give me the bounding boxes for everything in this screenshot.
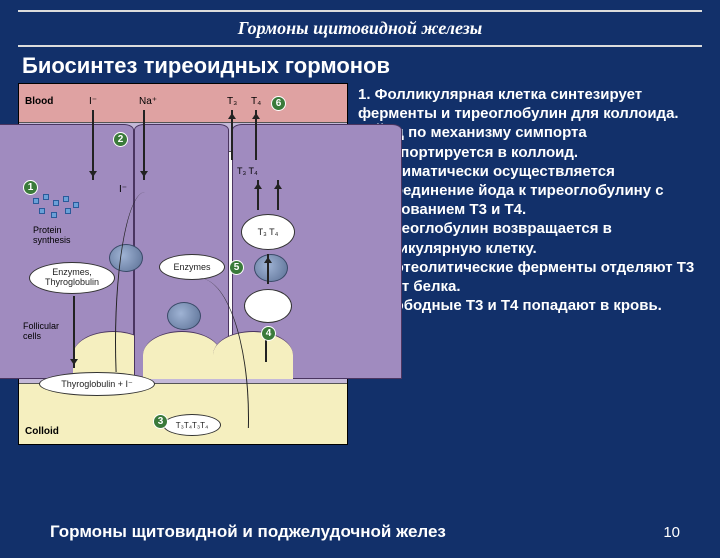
step-6: 6. Свободные Т3 и Т4 попадают в кровь. xyxy=(358,296,702,315)
footer: Гормоны щитовидной и поджелудочной желез… xyxy=(0,522,720,542)
content-row: Blood I⁻ Na⁺ T₃ T₄ I⁻ T₃ T₄ Protein synt… xyxy=(0,83,720,445)
step-2: 2. Йод по механизму симпорта транспортир… xyxy=(358,123,702,161)
step-badge-1: 1 xyxy=(23,180,38,195)
label-follicular-cells: Follicular cells xyxy=(23,322,59,342)
step-badge-6: 6 xyxy=(271,96,286,111)
step-3: 3. Энзиматически осуществляется присоеди… xyxy=(358,162,702,220)
label-t4: T₄ xyxy=(251,96,261,107)
label-sodium: Na⁺ xyxy=(139,96,157,107)
arrow-icon xyxy=(267,254,269,284)
vesicle-thyroglobulin-i: Thyroglobulin + I⁻ xyxy=(39,372,155,396)
arrow-icon xyxy=(255,110,257,160)
step-5: 5. Протеолитические ферменты отделяют Т3… xyxy=(358,258,702,296)
label-t3t4-cell: T₃ T₄ xyxy=(237,166,258,176)
step-badge-5: 5 xyxy=(229,260,244,275)
follicular-cell-right xyxy=(232,124,402,379)
label-colloid: Colloid xyxy=(25,426,59,437)
arrow-icon xyxy=(143,110,145,180)
page-number: 10 xyxy=(663,524,680,541)
step-1: 1. Фолликулярная клетка синтезирует ферм… xyxy=(358,85,702,123)
label-iodide-top: I⁻ xyxy=(89,96,97,107)
step-badge-3: 3 xyxy=(153,414,168,429)
slide-title: Гормоны щитовидной железы xyxy=(0,12,720,45)
footer-text: Гормоны щитовидной и поджелудочной желез xyxy=(50,522,446,542)
ribosome-icon xyxy=(31,194,81,224)
arrow-icon xyxy=(277,180,279,210)
label-iodide-mid: I⁻ xyxy=(119,184,127,195)
label-blood: Blood xyxy=(25,96,53,107)
vesicle-enzymes-tg: Enzymes, Thyroglobulin xyxy=(29,262,115,294)
step-badge-4: 4 xyxy=(261,326,276,341)
steps-text: 1. Фолликулярная клетка синтезирует ферм… xyxy=(358,83,702,445)
label-protein-synthesis: Protein synthesis xyxy=(33,226,71,246)
arrow-icon xyxy=(92,110,94,180)
step-badge-2: 2 xyxy=(113,132,128,147)
step-4: 4. Тиреоглобулин возвращается в фолликул… xyxy=(358,219,702,257)
arrow-icon xyxy=(231,110,233,160)
blood-layer xyxy=(19,84,347,122)
arrow-icon xyxy=(257,180,259,210)
label-t3: T₃ xyxy=(227,96,237,107)
arrow-icon xyxy=(73,296,75,368)
slide-subtitle: Биосинтез тиреоидных гормонов xyxy=(0,47,720,83)
vesicle-return xyxy=(244,289,292,323)
biosynthesis-diagram: Blood I⁻ Na⁺ T₃ T₄ I⁻ T₃ T₄ Protein synt… xyxy=(18,83,348,445)
vesicle-t3t4: T₃ T₄ xyxy=(241,214,295,250)
